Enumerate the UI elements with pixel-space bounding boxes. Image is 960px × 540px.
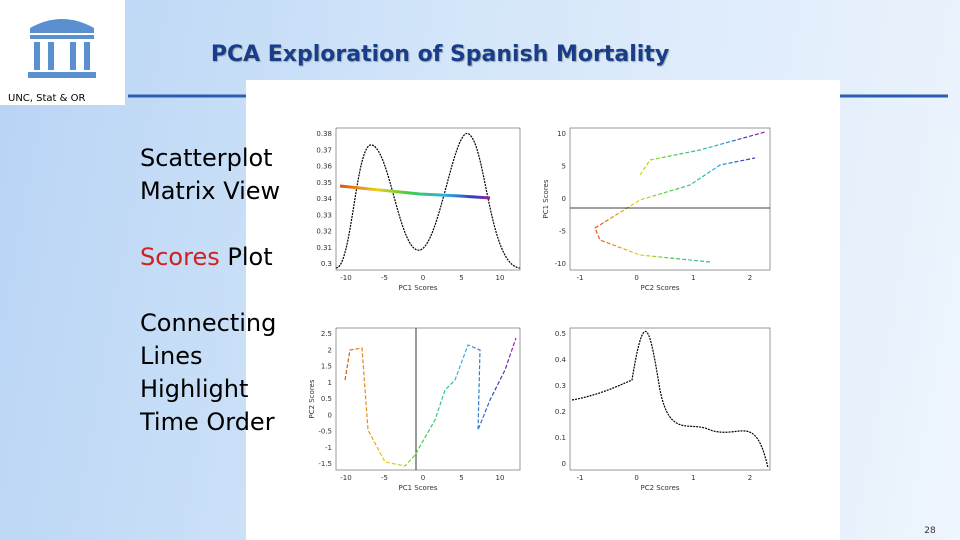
y-tick-label: 0.2 <box>555 408 566 416</box>
bullet-line: Scatterplot <box>140 144 273 172</box>
y-tick-label: -1 <box>325 444 332 452</box>
x-tick-label: 5 <box>459 274 463 282</box>
y-tick-label: 0.31 <box>316 244 332 252</box>
x-tick-label: 2 <box>748 474 752 482</box>
y-tick-label: 10 <box>557 130 566 138</box>
bullet: Scatterplot Matrix View <box>140 142 280 208</box>
highlight-word: Scores <box>140 243 220 271</box>
y-tick-label: 1 <box>328 379 332 387</box>
y-tick-label: 0.5 <box>321 395 332 403</box>
x-axis-label: PC2 Scores <box>640 484 679 492</box>
y-tick-label: 0 <box>562 195 566 203</box>
x-tick-label: -1 <box>577 274 584 282</box>
logo <box>28 19 96 78</box>
y-tick-label: 0.33 <box>316 211 332 219</box>
y-tick-label: 0.4 <box>555 356 567 364</box>
y-tick-label: 0.1 <box>555 434 566 442</box>
bullet-line: Connecting <box>140 309 277 337</box>
x-tick-label: 10 <box>496 274 505 282</box>
y-axis-label: PC2 Scores <box>308 379 316 418</box>
bullet: Connecting Lines Highlight Time Order <box>140 307 280 439</box>
x-tick-label: 0 <box>421 474 425 482</box>
y-tick-label: 0.35 <box>316 179 332 187</box>
figure-sketch <box>335 131 770 470</box>
x-tick-label: 2 <box>748 274 752 282</box>
y-tick-label: 0.3 <box>321 260 332 268</box>
x-axis-label: PC1 Scores <box>398 484 437 492</box>
y-tick-label: 0.32 <box>316 228 332 236</box>
x-tick-label: 1 <box>691 474 695 482</box>
y-tick-label: 0 <box>328 411 332 419</box>
y-tick-label: 0.36 <box>316 163 332 171</box>
bullet-line: Matrix View <box>140 177 281 205</box>
x-axis-label: PC2 Scores <box>640 284 679 292</box>
x-tick-label: -10 <box>340 474 351 482</box>
y-tick-label: 1.5 <box>321 363 332 371</box>
y-tick-label: 0.37 <box>316 146 332 154</box>
bullet: Scores Plot <box>140 241 280 274</box>
y-tick-label: -10 <box>555 260 566 268</box>
x-tick-label: 0 <box>634 274 638 282</box>
y-tick-label: -1.5 <box>318 460 332 468</box>
y-tick-label: 0 <box>562 460 566 468</box>
bullet-text: Plot <box>227 243 273 271</box>
y-tick-label: 0.5 <box>555 330 566 338</box>
x-tick-label: -1 <box>577 474 584 482</box>
slide-title: PCA Exploration of Spanish Mortality <box>210 42 670 67</box>
bullet-line: Lines <box>140 342 203 370</box>
x-tick-label: -10 <box>340 274 351 282</box>
x-tick-label: 0 <box>421 274 425 282</box>
x-tick-label: -5 <box>381 474 388 482</box>
bullet-line: Time Order <box>140 408 275 436</box>
logo-box <box>0 0 125 105</box>
x-tick-label: 5 <box>459 474 463 482</box>
panel-frame <box>569 327 771 471</box>
x-tick-label: 10 <box>496 474 505 482</box>
bullet-list: Scatterplot Matrix View Scores Plot Conne… <box>140 142 280 472</box>
panel-frame <box>335 327 521 471</box>
page-number: 28 <box>924 526 936 536</box>
y-axis-label: PC1 Scores <box>542 179 550 218</box>
y-tick-label: 2 <box>328 346 332 354</box>
x-tick-label: 1 <box>691 274 695 282</box>
panel-frame <box>569 127 771 271</box>
y-tick-label: 0.34 <box>316 195 332 203</box>
y-tick-label: -5 <box>559 228 566 236</box>
x-tick-label: 0 <box>634 474 638 482</box>
x-axis-label: PC1 Scores <box>398 284 437 292</box>
figure-box <box>246 80 840 540</box>
y-tick-label: 2.5 <box>321 330 332 338</box>
logo-caption: UNC, Stat & OR <box>8 93 85 104</box>
y-tick-label: 0.38 <box>316 130 332 138</box>
y-tick-label: 0.3 <box>555 382 566 390</box>
bullet-line: Highlight <box>140 375 249 403</box>
panel-frame <box>335 127 521 271</box>
y-tick-label: -0.5 <box>318 428 332 436</box>
y-tick-label: 5 <box>562 163 566 171</box>
x-tick-label: -5 <box>381 274 388 282</box>
